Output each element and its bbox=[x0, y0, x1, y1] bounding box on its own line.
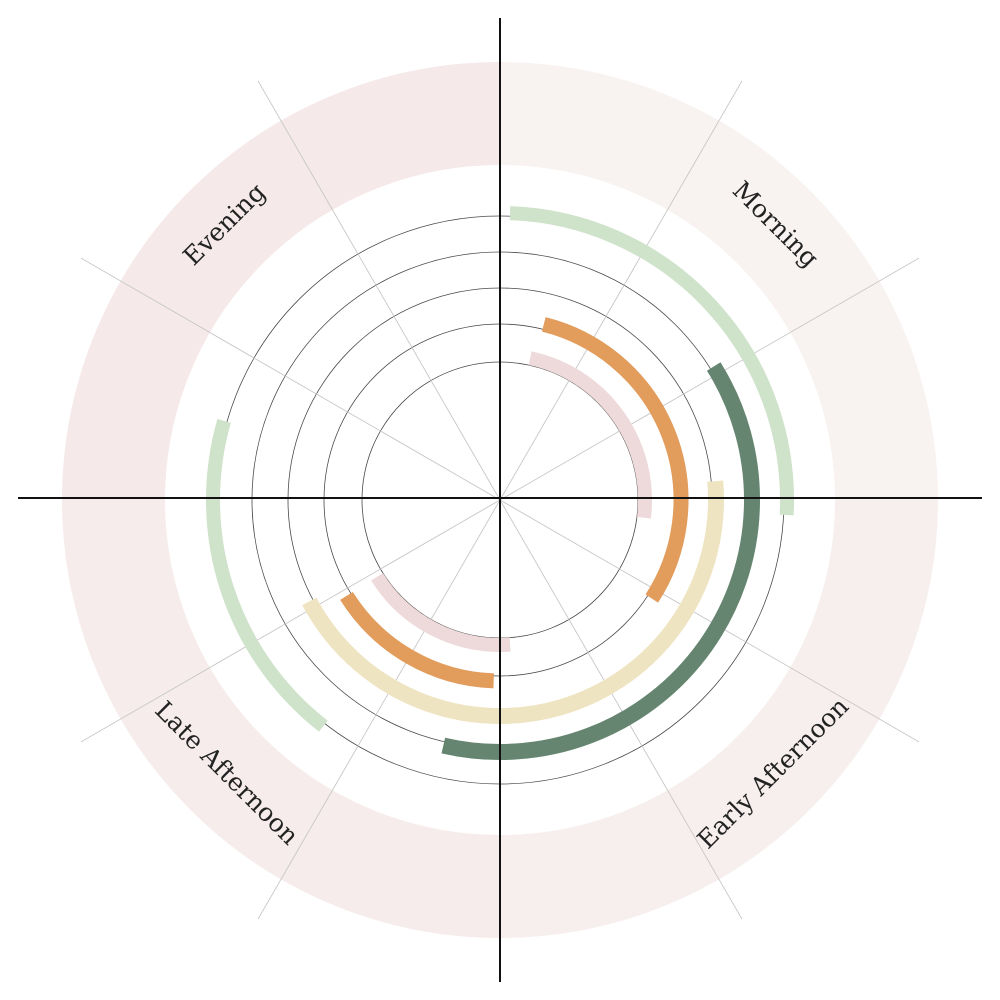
quadrant-band-morning bbox=[499, 62, 938, 501]
grid-spoke bbox=[80, 257, 501, 501]
data-arc-5 bbox=[541, 317, 689, 603]
grid-spoke bbox=[499, 499, 743, 920]
grid-spoke bbox=[257, 80, 501, 501]
quadrant-band-late-afternoon bbox=[62, 499, 501, 938]
data-arc-7 bbox=[528, 351, 652, 519]
grid-spoke bbox=[499, 257, 920, 501]
quadrant-band-evening bbox=[62, 62, 501, 501]
data-arc-2 bbox=[206, 418, 328, 732]
grid-spoke bbox=[499, 80, 743, 501]
quadrant-band-early-afternoon bbox=[499, 499, 938, 938]
grid-spoke bbox=[257, 499, 501, 920]
data-arcs bbox=[206, 206, 794, 760]
grid-spoke bbox=[80, 499, 501, 743]
data-arc-6 bbox=[340, 591, 494, 689]
chart-axes bbox=[18, 18, 982, 982]
data-arc-4 bbox=[302, 480, 724, 724]
grid-spoke bbox=[499, 499, 920, 743]
quadrant-backgrounds bbox=[62, 62, 938, 938]
data-arc-3 bbox=[441, 362, 760, 760]
data-arc-8 bbox=[371, 573, 511, 652]
data-arc-1 bbox=[509, 206, 794, 516]
